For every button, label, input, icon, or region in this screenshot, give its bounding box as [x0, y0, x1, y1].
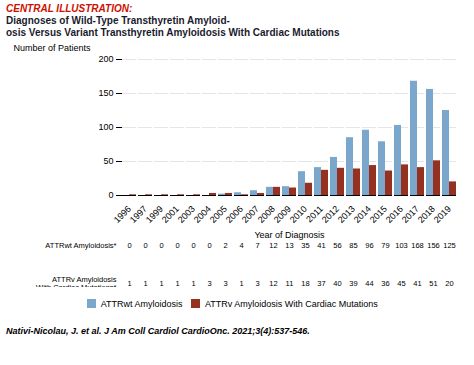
svg-text:2001: 2001 — [160, 204, 181, 225]
svg-text:13: 13 — [285, 241, 293, 250]
html-text:ATTRwt Amyloidosis: ATTRwt Amyloidosis — [100, 298, 183, 309]
html-text:CENTRAL ILLUSTRATION:: CENTRAL ILLUSTRATION: — [6, 3, 133, 14]
svg-text:35: 35 — [301, 241, 309, 250]
svg-text:1: 1 — [239, 279, 243, 287]
svg-text:56: 56 — [333, 241, 341, 250]
svg-text:2012: 2012 — [320, 204, 341, 225]
svg-text:36: 36 — [381, 279, 389, 287]
svg-text:200: 200 — [98, 54, 113, 64]
svg-text:2017: 2017 — [400, 204, 421, 225]
svg-text:1999: 1999 — [144, 204, 165, 225]
svg-text:2014: 2014 — [352, 204, 373, 225]
svg-text:11: 11 — [286, 279, 294, 287]
svg-text:85: 85 — [349, 241, 357, 250]
svg-text:156: 156 — [427, 241, 440, 250]
svg-text:2013: 2013 — [336, 204, 357, 225]
svg-text:37: 37 — [317, 279, 325, 287]
svg-text:1: 1 — [127, 279, 131, 287]
svg-text:0: 0 — [191, 241, 195, 250]
svg-text:150: 150 — [98, 88, 113, 98]
svg-text:125: 125 — [443, 241, 456, 250]
svg-text:44: 44 — [365, 279, 373, 287]
svg-text:0: 0 — [127, 241, 131, 250]
svg-text:ATTRv AmyloidosisWith Cardiac: ATTRv AmyloidosisWith Cardiac Mutations* — [36, 275, 117, 287]
svg-text:2: 2 — [223, 241, 227, 250]
svg-text:39: 39 — [349, 279, 357, 287]
svg-text:41: 41 — [413, 279, 421, 287]
svg-text:2010: 2010 — [288, 204, 309, 225]
svg-text:0: 0 — [108, 190, 113, 200]
svg-text:12: 12 — [269, 279, 277, 287]
svg-text:41: 41 — [317, 241, 325, 250]
svg-text:2018: 2018 — [416, 204, 437, 225]
svg-text:2007: 2007 — [240, 204, 261, 225]
svg-text:168: 168 — [411, 241, 424, 250]
svg-text:Number of Patients: Number of Patients — [14, 43, 92, 53]
svg-text:2016: 2016 — [384, 204, 405, 225]
svg-text:0: 0 — [143, 241, 147, 250]
svg-text:0: 0 — [175, 241, 179, 250]
svg-text:2003: 2003 — [176, 204, 197, 225]
svg-text:2019: 2019 — [432, 204, 453, 225]
svg-text:2008: 2008 — [256, 204, 277, 225]
svg-text:96: 96 — [365, 241, 373, 250]
svg-text:12: 12 — [269, 241, 277, 250]
svg-text:100: 100 — [98, 122, 113, 132]
svg-text:2009: 2009 — [272, 204, 293, 225]
svg-text:1: 1 — [191, 279, 195, 287]
svg-text:79: 79 — [381, 241, 389, 250]
svg-text:45: 45 — [397, 279, 405, 287]
html-text:Nativi-Nicolau, J. et al. J Am: Nativi-Nicolau, J. et al. J Am Coll Card… — [6, 325, 310, 336]
svg-text:0: 0 — [159, 241, 163, 250]
svg-text:1: 1 — [175, 279, 179, 287]
svg-text:4: 4 — [239, 241, 243, 250]
svg-text:1: 1 — [159, 279, 163, 287]
svg-text:1997: 1997 — [128, 204, 149, 225]
svg-text:3: 3 — [223, 279, 227, 287]
svg-text:7: 7 — [255, 241, 259, 250]
svg-text:18: 18 — [301, 279, 309, 287]
svg-text:40: 40 — [333, 279, 341, 287]
svg-text:2005: 2005 — [208, 204, 229, 225]
html-text:ATTRv Amyloidosis With Cardiac: ATTRv Amyloidosis With Cardiac Mutations — [205, 298, 378, 309]
svg-text:0: 0 — [207, 241, 211, 250]
svg-text:ATTRwt Amyloidosis*: ATTRwt Amyloidosis* — [45, 241, 116, 250]
svg-text:2006: 2006 — [224, 204, 245, 225]
html-text:Diagnoses of Wild-Type Transth: Diagnoses of Wild-Type Transthyretin Amy… — [6, 15, 340, 38]
svg-text:2011: 2011 — [304, 203, 325, 225]
svg-text:3: 3 — [207, 279, 211, 287]
svg-text:2015: 2015 — [368, 204, 389, 225]
svg-text:3: 3 — [255, 279, 259, 287]
svg-text:50: 50 — [103, 156, 113, 166]
svg-text:1: 1 — [143, 279, 147, 287]
svg-text:20: 20 — [445, 279, 453, 287]
svg-text:2004: 2004 — [192, 204, 213, 225]
svg-text:103: 103 — [395, 241, 408, 250]
svg-text:Year of Diagnosis: Year of Diagnosis — [254, 230, 325, 240]
svg-text:1996: 1996 — [112, 204, 133, 225]
svg-text:51: 51 — [429, 279, 437, 287]
